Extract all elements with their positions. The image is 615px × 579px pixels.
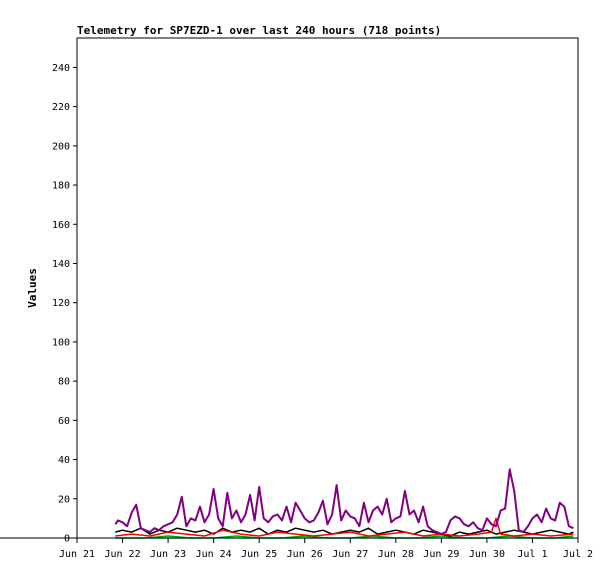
- y-tick-label: 20: [58, 494, 70, 505]
- x-tick-label: Jun 29: [423, 549, 459, 560]
- series-line-1: [115, 517, 574, 537]
- y-tick-label: 140: [52, 259, 70, 270]
- x-tick-label: Jun 22: [104, 549, 140, 560]
- y-tick-label: 240: [52, 63, 70, 74]
- y-axis-label: Values: [26, 268, 39, 308]
- y-tick-label: 220: [52, 102, 70, 113]
- y-tick-label: 60: [58, 416, 70, 427]
- x-tick-label: Jun 27: [332, 549, 368, 560]
- x-tick-label: Jun 25: [241, 549, 277, 560]
- x-tick-label: Jun 26: [287, 549, 323, 560]
- y-tick-label: 100: [52, 337, 70, 348]
- y-tick-label: 200: [52, 141, 70, 152]
- x-tick-label: Jun 21: [59, 549, 95, 560]
- x-tick-label: Jun 30: [469, 549, 505, 560]
- x-tick-label: Jun 23: [150, 549, 186, 560]
- y-tick-label: 80: [58, 377, 70, 388]
- y-tick-label: 120: [52, 298, 70, 309]
- series-line-0: [114, 468, 574, 536]
- plot-area: [76, 37, 579, 539]
- x-axis: Jun 21 Jun 22 Jun 23 Jun 24 Jun 25 Jun 26 Jun …: [0, 537, 593, 560]
- chart-title: Telemetry for SP7EZD-1 over last 240 hou…: [77, 24, 441, 37]
- x-tick-label: Jul 2: [563, 549, 593, 560]
- x-tick-label: Jun 28: [378, 549, 414, 560]
- y-tick-label: 160: [52, 220, 70, 231]
- y-tick-label: 0: [64, 534, 70, 545]
- y-tick-label: 180: [52, 181, 70, 192]
- y-tick-label: 40: [58, 455, 70, 466]
- x-tick-label: Jul 1: [517, 549, 547, 560]
- y-axis: 0 20 40 60 80 100 120 140 160 180 200 220 240: [52, 63, 77, 545]
- x-tick-label: Jun 24: [196, 549, 232, 560]
